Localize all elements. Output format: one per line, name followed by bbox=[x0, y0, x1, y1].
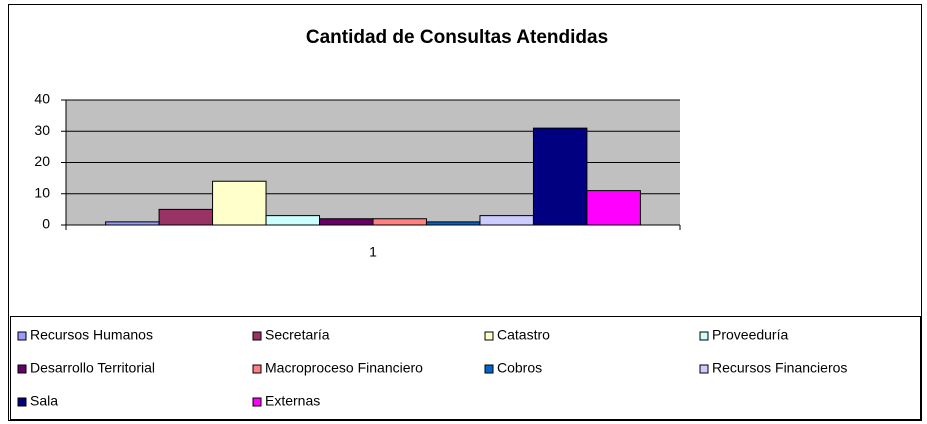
legend-swatch bbox=[17, 397, 27, 407]
legend-swatch bbox=[699, 331, 709, 341]
y-tick-label: 0 bbox=[42, 216, 50, 232]
bar bbox=[265, 215, 321, 226]
legend-swatch bbox=[252, 397, 262, 407]
bar bbox=[319, 218, 374, 226]
legend-label: Secretaría bbox=[265, 327, 330, 343]
legend-swatch bbox=[252, 364, 262, 374]
bar bbox=[372, 218, 427, 226]
legend-label: Externas bbox=[265, 393, 320, 409]
bar bbox=[586, 190, 641, 226]
legend-label: Catastro bbox=[497, 327, 550, 343]
legend-label: Cobros bbox=[497, 360, 542, 376]
y-tick-label: 10 bbox=[34, 184, 50, 200]
legend-label: Proveeduría bbox=[712, 327, 788, 343]
legend-label: Recursos Humanos bbox=[30, 327, 153, 343]
legend-label: Macroproceso Financiero bbox=[265, 360, 423, 376]
bar bbox=[158, 208, 214, 226]
bar bbox=[532, 127, 588, 226]
legend-label: Desarrollo Territorial bbox=[30, 360, 155, 376]
x-tick-label: 1 bbox=[369, 244, 377, 260]
bar bbox=[479, 215, 534, 226]
legend-swatch bbox=[484, 364, 494, 374]
legend-swatch bbox=[484, 331, 494, 341]
legend-swatch bbox=[699, 364, 709, 374]
legend-swatch bbox=[252, 331, 262, 341]
legend-swatch bbox=[17, 364, 27, 374]
bar bbox=[212, 180, 267, 226]
legend-label: Recursos Financieros bbox=[712, 360, 847, 376]
y-tick-label: 20 bbox=[34, 153, 50, 169]
y-tick-label: 40 bbox=[34, 91, 50, 107]
legend-label: Sala bbox=[30, 393, 58, 409]
legend-swatch bbox=[17, 331, 27, 341]
legend-box bbox=[10, 316, 921, 420]
y-tick-label: 30 bbox=[34, 122, 50, 138]
chart-title: Cantidad de Consultas Atendidas bbox=[306, 27, 608, 48]
